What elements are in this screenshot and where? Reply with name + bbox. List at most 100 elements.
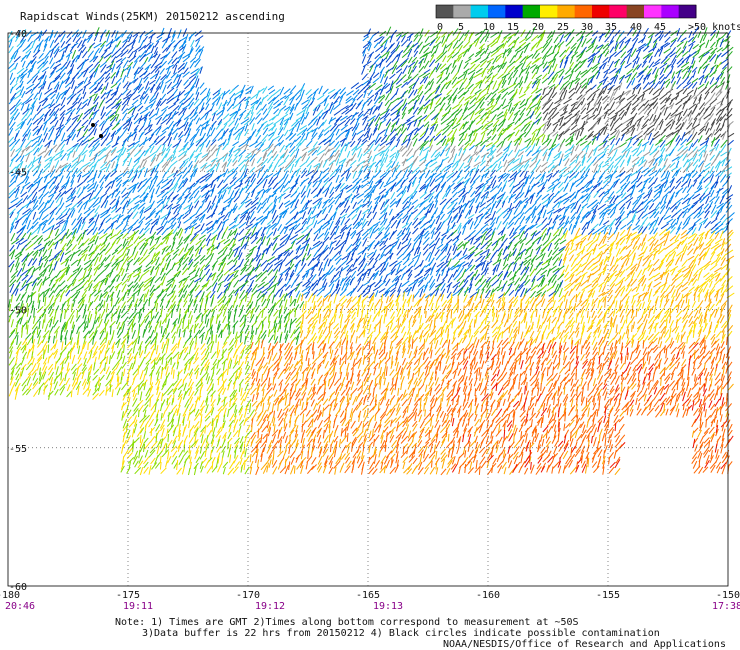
wind-barb bbox=[540, 93, 548, 101]
wind-barb bbox=[21, 60, 26, 68]
wind-barb bbox=[514, 46, 522, 52]
wind-barb bbox=[402, 98, 407, 106]
wind-barb bbox=[417, 86, 423, 95]
wind-barb bbox=[518, 93, 526, 99]
wind-barb bbox=[602, 85, 608, 95]
wind-barb bbox=[681, 61, 690, 69]
wind-barb bbox=[173, 98, 180, 105]
wind-barb bbox=[400, 91, 407, 99]
wind-barb bbox=[111, 102, 120, 110]
wind-barb bbox=[568, 107, 577, 115]
wind-barb bbox=[542, 108, 549, 115]
wind-barb bbox=[497, 88, 505, 94]
wind-barb bbox=[305, 88, 312, 96]
wind-barb bbox=[430, 45, 435, 54]
wind-barb bbox=[513, 100, 522, 107]
legend-swatch bbox=[661, 5, 680, 18]
wind-barb bbox=[525, 65, 531, 74]
wind-barb bbox=[55, 65, 65, 73]
wind-barb bbox=[189, 56, 197, 63]
wind-barb bbox=[603, 68, 610, 74]
wind-barb bbox=[452, 28, 459, 36]
wind-barb bbox=[182, 97, 191, 105]
wind-barb bbox=[649, 118, 657, 125]
wind-barb bbox=[111, 29, 116, 38]
wind-barb bbox=[512, 113, 519, 122]
wind-barb bbox=[675, 116, 683, 126]
wind-barb bbox=[614, 43, 619, 52]
wind-barb bbox=[76, 88, 84, 94]
wind-barb bbox=[71, 49, 77, 59]
wind-barb bbox=[70, 108, 76, 115]
wind-barb bbox=[15, 29, 21, 39]
wind-barb bbox=[374, 55, 382, 64]
wind-barb bbox=[391, 65, 398, 75]
wind-barb bbox=[122, 119, 131, 127]
wind-barb bbox=[463, 40, 471, 49]
wind-barb bbox=[144, 111, 151, 117]
wind-barb bbox=[76, 102, 83, 110]
wind-barb bbox=[148, 123, 153, 132]
wind-barb bbox=[551, 92, 558, 99]
wind-barb bbox=[189, 60, 196, 69]
wind-barb bbox=[642, 118, 650, 128]
wind-barb bbox=[338, 119, 347, 126]
wind-barb bbox=[648, 87, 654, 95]
wind-barb bbox=[428, 59, 436, 68]
wind-barb bbox=[81, 51, 88, 59]
wind-barb bbox=[674, 110, 684, 117]
wind-barb bbox=[542, 112, 549, 121]
wind-barb bbox=[564, 68, 572, 75]
wind-barb bbox=[474, 51, 482, 58]
wind-barb bbox=[195, 39, 201, 48]
wind-barb bbox=[485, 123, 494, 130]
wind-barb bbox=[406, 78, 413, 86]
legend-label: 15 bbox=[507, 22, 519, 33]
wind-barb bbox=[267, 85, 275, 91]
wind-barb bbox=[452, 71, 459, 80]
wind-barb bbox=[698, 96, 702, 105]
wind-barb bbox=[133, 85, 140, 95]
wind-barb bbox=[165, 51, 171, 58]
wind-barb bbox=[105, 103, 113, 109]
wind-barb bbox=[106, 89, 112, 99]
wind-barb bbox=[109, 116, 117, 126]
wind-barb bbox=[69, 76, 76, 85]
wind-barb bbox=[131, 106, 137, 116]
wind-barb bbox=[66, 96, 74, 105]
wind-barb bbox=[439, 84, 446, 94]
wind-barb bbox=[103, 115, 110, 125]
wind-barb bbox=[115, 58, 123, 63]
wind-barb bbox=[362, 41, 371, 49]
wind-barb bbox=[385, 51, 390, 60]
wind-barb bbox=[559, 117, 564, 127]
wind-barb bbox=[367, 89, 373, 96]
wind-barb bbox=[272, 88, 282, 96]
wind-barb bbox=[406, 121, 412, 131]
wind-barb bbox=[624, 106, 630, 116]
wind-barb bbox=[111, 36, 120, 44]
wind-barb bbox=[626, 119, 633, 127]
wind-barb bbox=[720, 107, 726, 115]
wind-barb bbox=[395, 44, 401, 52]
wind-barb bbox=[649, 113, 654, 121]
wind-barb bbox=[243, 113, 250, 120]
wind-barb bbox=[570, 118, 579, 126]
wind-barb bbox=[167, 111, 173, 120]
wind-barb bbox=[128, 50, 134, 59]
wind-barb bbox=[176, 79, 183, 89]
legend-label: 35 bbox=[605, 22, 617, 33]
wind-barb bbox=[184, 83, 191, 90]
wind-barb bbox=[128, 46, 134, 54]
wind-barb bbox=[182, 61, 188, 70]
wind-barb bbox=[423, 47, 430, 54]
wind-barb bbox=[423, 121, 430, 128]
wind-barb bbox=[138, 77, 143, 86]
wind-barb bbox=[396, 41, 400, 49]
wind-barb bbox=[322, 88, 329, 95]
wind-barb bbox=[133, 113, 139, 121]
wind-barb bbox=[261, 103, 267, 111]
wind-barb bbox=[547, 31, 553, 39]
wind-barb bbox=[37, 61, 45, 70]
wind-barb bbox=[273, 119, 281, 126]
